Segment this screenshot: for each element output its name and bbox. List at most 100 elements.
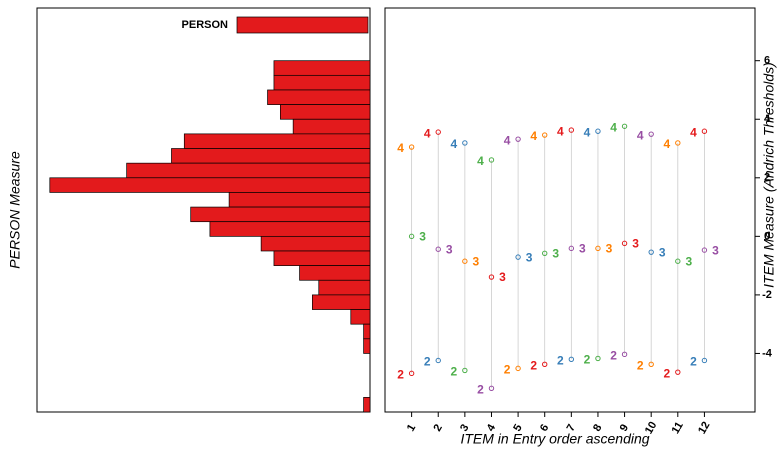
bar	[350, 309, 371, 325]
point	[595, 355, 601, 362]
point	[595, 245, 601, 252]
point-label: 2	[451, 365, 458, 379]
y-tick-label: 2	[764, 172, 770, 184]
point	[675, 258, 681, 264]
bar	[273, 60, 371, 76]
point	[701, 357, 708, 364]
point-label: 4	[690, 125, 697, 139]
point-label: 3	[632, 237, 639, 251]
x-tick-label: 10	[643, 420, 660, 437]
point	[488, 274, 495, 280]
point-label: 3	[606, 242, 613, 256]
point	[542, 361, 548, 367]
point	[515, 365, 521, 372]
point-label: 3	[526, 250, 533, 264]
point	[435, 357, 441, 364]
point-label: 4	[424, 126, 431, 140]
point-label: 2	[397, 368, 404, 382]
point	[488, 157, 495, 163]
bar	[183, 133, 371, 149]
point	[701, 128, 708, 134]
x-tick-label: 5	[511, 422, 524, 433]
x-tick-label: 7	[565, 422, 578, 433]
bar	[363, 338, 371, 354]
point-label: 4	[504, 133, 511, 147]
point	[621, 123, 628, 129]
bar	[292, 118, 371, 135]
point-label: 4	[477, 154, 484, 168]
point	[515, 254, 521, 260]
point-label: 3	[419, 230, 426, 244]
point-label: 2	[690, 355, 697, 369]
legend-label: PERSON	[182, 19, 229, 31]
bar	[318, 279, 371, 296]
y-tick-label: 0	[764, 230, 770, 242]
point-label: 2	[504, 363, 511, 377]
point	[701, 247, 708, 253]
bar	[299, 265, 371, 281]
point	[542, 132, 548, 138]
point-label: 2	[557, 353, 564, 367]
point	[435, 129, 441, 135]
bar	[190, 206, 371, 223]
bar	[171, 148, 371, 164]
bar	[260, 235, 371, 252]
point	[621, 351, 628, 358]
point	[621, 240, 628, 247]
x-axis-label: ITEM in Entry order ascending	[460, 431, 649, 447]
bar	[126, 162, 371, 179]
bar	[273, 250, 371, 266]
point-label: 2	[424, 355, 431, 369]
point-label: 3	[446, 242, 453, 256]
x-tick-label: 12	[696, 420, 713, 437]
point-label: 4	[663, 137, 670, 151]
point-label: 3	[659, 245, 666, 259]
point-label: 2	[477, 382, 484, 396]
point-label: 3	[579, 242, 586, 256]
point-label: 2	[663, 366, 670, 380]
bar	[273, 74, 371, 91]
point	[462, 140, 468, 146]
point-label: 4	[584, 125, 591, 139]
point	[675, 369, 681, 375]
point	[648, 361, 654, 367]
point	[675, 140, 681, 146]
bar	[228, 192, 371, 208]
x-tick-label: 2	[431, 422, 444, 433]
legend-swatch	[236, 16, 369, 34]
point-label: 4	[557, 124, 564, 138]
point-label: 2	[637, 358, 644, 372]
x-tick-label: 9	[618, 422, 631, 433]
point	[542, 250, 548, 257]
y-tick-label: 6	[764, 55, 770, 67]
point	[568, 127, 575, 133]
y2-axis-label: ITEM Measure (Andrich Thresholds)	[761, 62, 777, 288]
x-tick-label: 1	[405, 422, 418, 433]
point-label: 3	[499, 270, 506, 284]
point	[462, 258, 468, 264]
point-label: 3	[712, 243, 719, 257]
x-tick-label: 6	[538, 422, 551, 433]
bar	[49, 177, 371, 193]
point	[648, 131, 654, 137]
point	[648, 249, 654, 255]
x-tick-label: 8	[591, 422, 604, 433]
point	[462, 367, 468, 374]
bar	[312, 294, 371, 310]
bar	[363, 397, 371, 413]
point	[568, 356, 575, 363]
bar	[363, 323, 371, 340]
point-label: 3	[473, 254, 480, 268]
point-label: 3	[685, 254, 692, 268]
point	[595, 128, 601, 134]
point-label: 2	[530, 358, 537, 372]
y-tick-label: 4	[764, 113, 771, 125]
point-label: 4	[397, 141, 404, 155]
y-tick-label: -2	[762, 289, 772, 301]
point-label: 3	[552, 246, 559, 260]
point	[568, 245, 575, 252]
item-panel	[384, 7, 756, 413]
point	[515, 136, 521, 142]
point	[408, 233, 415, 240]
